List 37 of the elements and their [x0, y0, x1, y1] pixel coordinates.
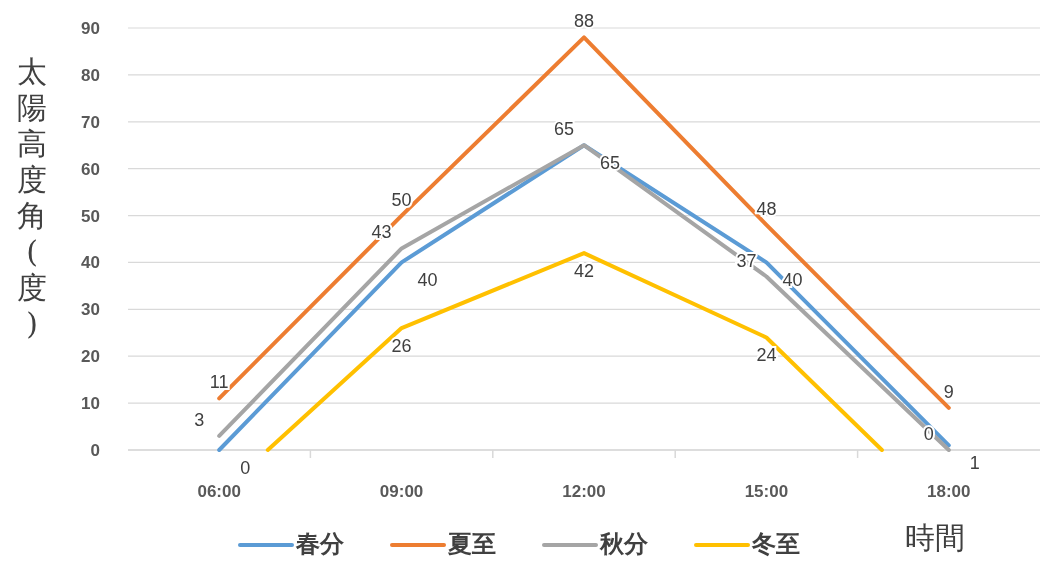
legend-label: 夏至	[447, 530, 496, 557]
data-label: 3	[194, 409, 205, 430]
y-tick-label: 30	[81, 300, 100, 320]
data-label: 26	[391, 336, 412, 357]
legend-label: 冬至	[751, 530, 800, 557]
y-tick-label: 40	[81, 253, 100, 273]
y-tick-label: 0	[90, 441, 100, 460]
y-tick-label: 60	[81, 159, 100, 179]
x-tick-label: 12:00	[562, 482, 606, 501]
data-label: 1	[969, 453, 980, 474]
data-label: 24	[756, 345, 777, 366]
data-label: 11	[209, 372, 229, 393]
data-label: 37	[736, 250, 757, 271]
y-tick-label: 10	[81, 394, 100, 414]
x-tick-label: 06:00	[197, 482, 241, 501]
y-tick-label: 50	[81, 206, 100, 226]
data-label: 88	[573, 11, 595, 32]
x-tick-label: 15:00	[744, 482, 789, 501]
y-tick-label: 70	[81, 112, 100, 132]
x-tick-label: 09:00	[379, 482, 424, 501]
data-label: 65	[553, 119, 575, 140]
y-tick-label: 80	[81, 65, 100, 85]
data-label: 42	[573, 261, 595, 282]
legend-label: 春分	[295, 530, 345, 557]
data-label: 48	[756, 198, 777, 219]
data-label: 0	[240, 458, 251, 478]
data-label: 50	[391, 189, 412, 210]
y-tick-label: 90	[81, 19, 100, 38]
line-series	[265, 251, 884, 452]
data-label: 40	[417, 270, 438, 291]
x-axis-title: 時間	[905, 520, 965, 555]
data-label: 0	[923, 424, 934, 444]
data-label: 9	[943, 381, 954, 402]
x-tick-label: 18:00	[927, 482, 971, 501]
legend-label: 秋分	[599, 530, 649, 557]
y-axis-title: 太陽高度角(度)	[17, 54, 47, 341]
y-tick-label: 20	[81, 347, 100, 367]
